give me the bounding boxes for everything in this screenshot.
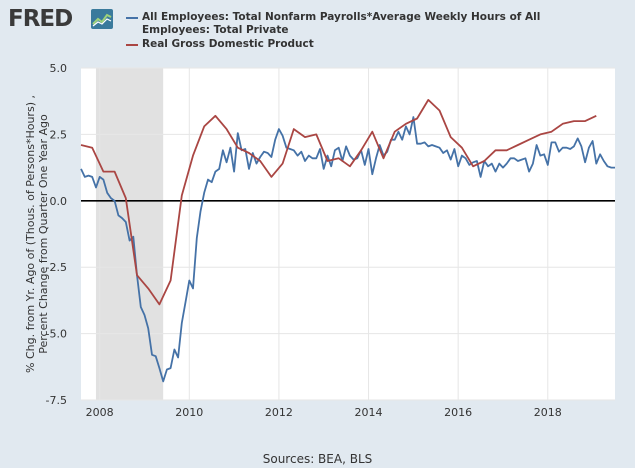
legend-label-series2: Real Gross Domestic Product: [142, 38, 314, 50]
x-tick-label: 2010: [175, 406, 203, 419]
y-axis-label: % Chg. from Yr. Ago of (Thous. of Person…: [24, 95, 50, 373]
y-tick-label: 0.0: [50, 195, 68, 208]
legend-item-series2[interactable]: Real Gross Domestic Product: [126, 38, 596, 51]
x-tick-label: 2016: [444, 406, 472, 419]
line-chart-icon: [91, 9, 113, 29]
series-line-2: [80, 99, 597, 306]
header: FRED All Employees: Total Nonfarm Payrol…: [0, 0, 635, 60]
x-tick-label: 2018: [534, 406, 562, 419]
plot-area: [81, 68, 615, 400]
recession-band: [95, 68, 164, 400]
series-line-1: [80, 116, 615, 383]
y-tick-label: -5.0: [46, 328, 67, 341]
x-tick-label: 2014: [355, 406, 383, 419]
y-tick-label: 5.0: [50, 62, 68, 75]
x-tick-label: 2012: [265, 406, 293, 419]
y-tick-label: 2.5: [50, 128, 68, 141]
legend-swatch-series1: [126, 17, 138, 19]
legend-item-series1[interactable]: All Employees: Total Nonfarm Payrolls*Av…: [126, 11, 596, 37]
y-tick-label: -2.5: [46, 261, 67, 274]
line-chart: 5.0 2.5 0.0 -2.5 -5.0 -7.5 2008 2010 2012 2014 201…: [24, 62, 615, 419]
fred-logo[interactable]: FRED: [8, 6, 73, 32]
legend-label-series1: All Employees: Total Nonfarm Payrolls*Av…: [142, 11, 541, 36]
x-tick-label: 2008: [86, 406, 114, 419]
legend-swatch-series2: [126, 44, 138, 46]
source-note: Sources: BEA, BLS: [262, 452, 373, 466]
y-tick-label: -7.5: [46, 394, 67, 407]
legend: All Employees: Total Nonfarm Payrolls*Av…: [126, 11, 596, 52]
